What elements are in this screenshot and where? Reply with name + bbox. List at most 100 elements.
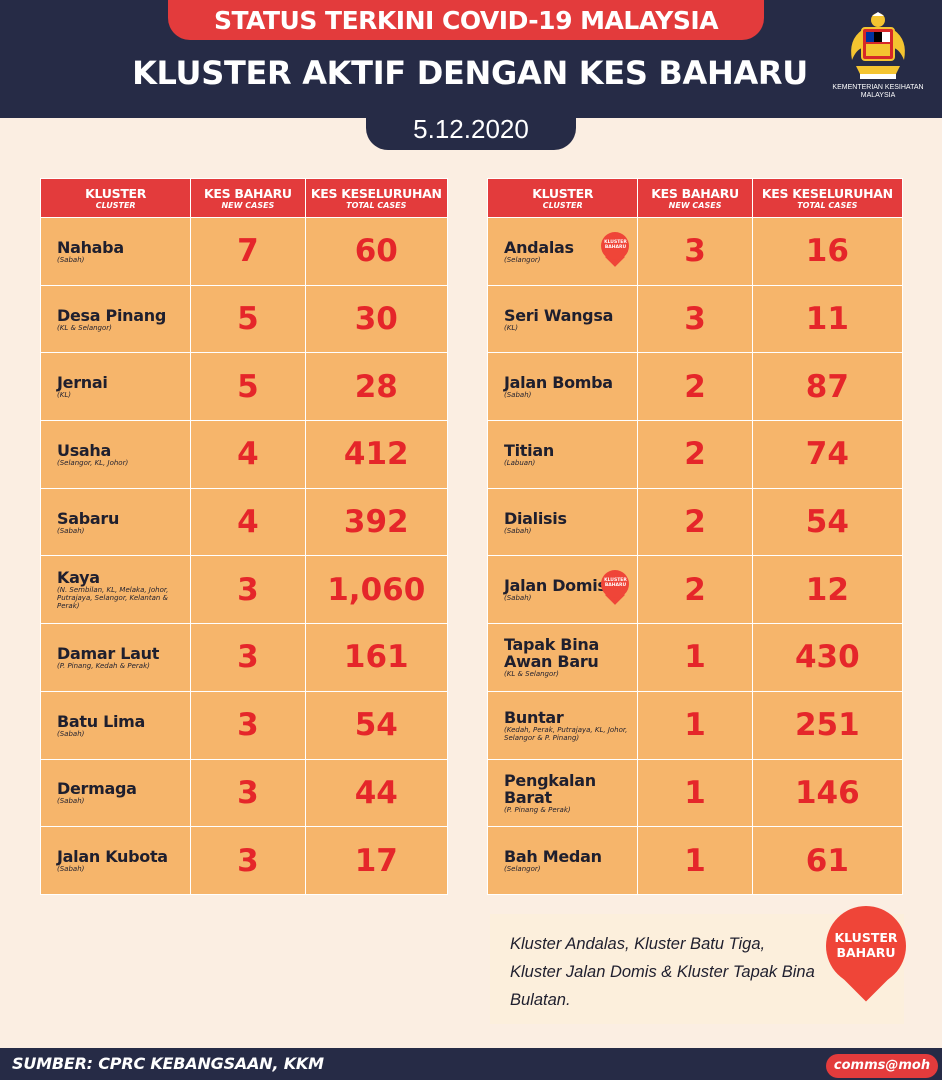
new-cluster-pin-icon: KLUSTER BAHARU [601, 232, 630, 268]
new-cases-value: 3 [638, 218, 752, 285]
total-cases-value: 251 [752, 691, 902, 759]
table-row: Jalan Kubota (Sabah) 3 17 [41, 827, 447, 894]
table-header-row: KLUSTER CLUSTER KES BAHARU NEW CASES KES K… [488, 179, 902, 217]
new-cases-value: 2 [638, 556, 752, 624]
total-cases-value: 430 [752, 624, 902, 691]
total-cases-value: 30 [305, 285, 447, 353]
table-row: Jernai (KL) 5 28 [41, 353, 447, 421]
cluster-cell: Titian (Labuan) [488, 421, 638, 488]
cluster-location: (Sabah) [57, 255, 85, 264]
badge-label-line2: BAHARU [836, 945, 896, 960]
table-row: Sabaru (Sabah) 4 392 [41, 488, 447, 556]
cluster-location: (Kedah, Perak, Putrajaya, KL, Johor, Sel… [504, 725, 628, 742]
cluster-cell: Jernai (KL) [41, 353, 191, 421]
cluster-name: Andalas [504, 237, 574, 257]
cluster-name: Jernai [57, 373, 108, 393]
cluster-location: (Selangor) [504, 865, 541, 874]
cluster-cell: Nahaba (Sabah) [41, 218, 191, 285]
cluster-table-right: KLUSTER CLUSTER KES BAHARU NEW CASES KES K… [487, 178, 903, 895]
new-cases-value: 3 [191, 691, 305, 759]
new-cases-value: 5 [191, 353, 305, 421]
table-row: Desa Pinang (KL & Selangor) 5 30 [41, 285, 447, 353]
cluster-name: Nahaba [57, 237, 124, 257]
date-label: 5.12.2020 [413, 114, 529, 144]
new-cases-value: 3 [191, 759, 305, 827]
total-cases-value: 1,060 [305, 556, 447, 624]
cluster-location: (P. Pinang & Perak) [504, 805, 571, 814]
table-row: Nahaba (Sabah) 7 60 [41, 218, 447, 285]
new-cases-value: 1 [638, 691, 752, 759]
column-header-cluster: KLUSTER CLUSTER [488, 179, 638, 217]
table-row: Jalan Domis (Sabah) KLUSTER BAHARU 2 12 [488, 556, 902, 624]
table-row: Jalan Bomba (Sabah) 2 87 [488, 353, 902, 421]
cluster-name: Dialisis [504, 508, 567, 528]
cluster-cell: Andalas (Selangor) KLUSTER BAHARU [488, 218, 638, 285]
cluster-location: (Selangor, KL, Johor) [57, 458, 129, 467]
cluster-location: (Selangor) [504, 255, 541, 264]
new-cases-value: 2 [638, 488, 752, 556]
new-cases-value: 4 [191, 488, 305, 556]
cluster-cell: Jalan Kubota (Sabah) [41, 827, 191, 894]
cluster-name: Desa Pinang [57, 305, 166, 325]
total-cases-value: 11 [752, 285, 902, 353]
cluster-name: Kaya [57, 568, 100, 588]
cluster-location: (KL & Selangor) [57, 323, 112, 332]
total-cases-value: 61 [752, 827, 902, 894]
table-row: Dermaga (Sabah) 3 44 [41, 759, 447, 827]
cluster-name: Titian [504, 440, 554, 460]
cluster-location: (Sabah) [57, 797, 85, 806]
table-row: Buntar (Kedah, Perak, Putrajaya, KL, Joho… [488, 691, 902, 759]
table-row: Pengkalan Barat (P. Pinang & Perak) 1 146 [488, 759, 902, 827]
cluster-cell: Jalan Bomba (Sabah) [488, 353, 638, 421]
cluster-name: Damar Laut [57, 643, 160, 663]
new-cases-value: 4 [191, 421, 305, 488]
cluster-cell: Bah Medan (Selangor) [488, 827, 638, 894]
total-cases-value: 161 [305, 624, 447, 691]
new-cases-value: 3 [191, 624, 305, 691]
total-cases-value: 74 [752, 421, 902, 488]
table-row: Tapak Bina Awan Baru (KL & Selangor) 1 430 [488, 624, 902, 691]
cluster-location: (KL) [504, 323, 518, 332]
column-header-total-cases: KES KESELURUHAN TOTAL CASES [752, 179, 902, 217]
new-cases-value: 7 [191, 218, 305, 285]
cluster-location: (N. Sembilan, KL, Melaka, Johor, Putraja… [57, 586, 169, 611]
cluster-location: (KL) [57, 391, 71, 400]
footer-bar: SUMBER: CPRC KEBANGSAAN, KKM [0, 1048, 942, 1080]
cluster-cell: Damar Laut (P. Pinang, Kedah & Perak) [41, 624, 191, 691]
table-row: Dialisis (Sabah) 2 54 [488, 488, 902, 556]
cluster-cell: Dialisis (Sabah) [488, 488, 638, 556]
cluster-location: (Sabah) [57, 526, 85, 535]
cluster-name: Bah Medan [504, 847, 602, 867]
cluster-name: Tapak Bina Awan Baru [504, 635, 599, 672]
cluster-location: (Labuan) [504, 458, 536, 467]
table-row: Damar Laut (P. Pinang, Kedah & Perak) 3 161 [41, 624, 447, 691]
cluster-location: (Sabah) [504, 594, 532, 603]
total-cases-value: 44 [305, 759, 447, 827]
new-cluster-pin-icon: KLUSTER BAHARU [601, 570, 630, 606]
new-cases-value: 2 [638, 353, 752, 421]
new-cases-value: 1 [638, 624, 752, 691]
total-cases-value: 146 [752, 759, 902, 827]
cluster-name: Jalan Kubota [57, 847, 168, 867]
total-cases-value: 28 [305, 353, 447, 421]
column-header-total-cases: KES KESELURUHAN TOTAL CASES [305, 179, 447, 217]
page-title: KLUSTER AKTIF DENGAN KES BAHARU [132, 54, 808, 92]
status-banner: STATUS TERKINI COVID-19 MALAYSIA [168, 0, 764, 40]
table-row: Andalas (Selangor) KLUSTER BAHARU 3 16 [488, 218, 902, 285]
new-cases-value: 1 [638, 759, 752, 827]
cluster-name: Buntar [504, 707, 564, 727]
new-cases-value: 3 [638, 285, 752, 353]
cluster-cell: Pengkalan Barat (P. Pinang & Perak) [488, 759, 638, 827]
new-cases-value: 1 [638, 827, 752, 894]
cluster-name: Sabaru [57, 508, 120, 528]
cluster-cell: Batu Lima (Sabah) [41, 691, 191, 759]
cluster-cell: Jalan Domis (Sabah) KLUSTER BAHARU [488, 556, 638, 624]
cluster-location: (Sabah) [504, 526, 532, 535]
cluster-cell: Usaha (Selangor, KL, Johor) [41, 421, 191, 488]
new-cases-value: 3 [191, 556, 305, 624]
badge-pin-circle [826, 906, 906, 986]
cluster-cell: Buntar (Kedah, Perak, Putrajaya, KL, Joho… [488, 691, 638, 759]
total-cases-value: 60 [305, 218, 447, 285]
cluster-location: (Sabah) [57, 729, 85, 738]
total-cases-value: 16 [752, 218, 902, 285]
